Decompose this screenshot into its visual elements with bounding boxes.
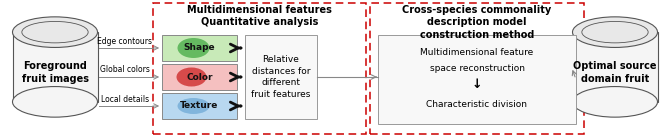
Ellipse shape — [22, 21, 88, 43]
Text: Color: Color — [186, 72, 213, 82]
Ellipse shape — [178, 98, 209, 114]
Text: Foreground
fruit images: Foreground fruit images — [22, 61, 88, 84]
Text: Multidimensional feature: Multidimensional feature — [420, 48, 534, 57]
Ellipse shape — [13, 17, 98, 47]
Bar — [153, 3, 366, 134]
Bar — [245, 35, 317, 119]
Text: Global colors: Global colors — [100, 65, 150, 75]
Text: Texture: Texture — [180, 102, 218, 111]
Bar — [370, 3, 584, 134]
Ellipse shape — [13, 87, 98, 117]
Bar — [162, 35, 237, 61]
Ellipse shape — [178, 38, 209, 58]
Ellipse shape — [572, 87, 657, 117]
Text: Shape: Shape — [183, 44, 215, 52]
Bar — [162, 93, 237, 119]
Text: ↓: ↓ — [472, 78, 482, 91]
Text: space reconstruction: space reconstruction — [430, 64, 525, 73]
Text: Characteristic division: Characteristic division — [426, 100, 527, 109]
Ellipse shape — [176, 68, 207, 86]
Ellipse shape — [582, 21, 648, 43]
Bar — [572, 32, 657, 102]
Text: Optimal source
domain fruit: Optimal source domain fruit — [574, 61, 657, 84]
Bar — [13, 32, 98, 102]
Text: Relative
distances for
different
fruit features: Relative distances for different fruit f… — [251, 55, 311, 99]
Text: Local details: Local details — [101, 95, 148, 103]
Text: Multidimensional features
Quantitative analysis: Multidimensional features Quantitative a… — [187, 5, 332, 27]
Text: Edge contours: Edge contours — [97, 36, 152, 45]
Bar — [162, 64, 237, 90]
Text: Cross-species commonality
description model
construction method: Cross-species commonality description mo… — [403, 5, 552, 40]
Ellipse shape — [572, 17, 657, 47]
Bar — [378, 35, 576, 124]
